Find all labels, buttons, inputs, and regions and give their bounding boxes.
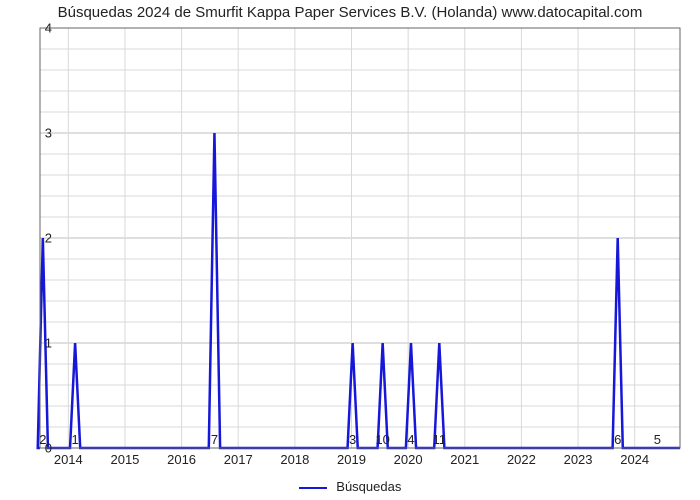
- x-tick-label: 2022: [507, 452, 536, 467]
- y-tick-label: 2: [32, 231, 52, 246]
- y-tick-label: 3: [32, 126, 52, 141]
- legend: Búsquedas: [0, 479, 700, 494]
- value-label: 5: [654, 432, 661, 447]
- plot-area: [40, 28, 680, 448]
- value-label: 1: [71, 432, 78, 447]
- value-label: 6: [614, 432, 621, 447]
- x-tick-label: 2017: [224, 452, 253, 467]
- legend-swatch: [299, 487, 327, 489]
- data-line: [38, 133, 680, 448]
- x-tick-label: 2024: [620, 452, 649, 467]
- x-tick-label: 2016: [167, 452, 196, 467]
- y-tick-label: 1: [32, 336, 52, 351]
- value-label: 11: [433, 432, 447, 447]
- value-label: 7: [211, 432, 218, 447]
- x-tick-label: 2014: [54, 452, 83, 467]
- chart-title: Búsquedas 2024 de Smurfit Kappa Paper Se…: [0, 4, 700, 21]
- x-tick-label: 2023: [564, 452, 593, 467]
- y-tick-label: 4: [32, 21, 52, 36]
- value-label: 4: [407, 432, 414, 447]
- value-label: 10: [375, 432, 389, 447]
- gridlines: [40, 28, 680, 448]
- x-tick-label: 2021: [450, 452, 479, 467]
- x-tick-label: 2018: [280, 452, 309, 467]
- chart-svg: [40, 28, 680, 448]
- x-tick-label: 2015: [110, 452, 139, 467]
- value-label: 3: [349, 432, 356, 447]
- legend-label: Búsquedas: [336, 479, 401, 494]
- x-tick-label: 2020: [394, 452, 423, 467]
- x-tick-label: 2019: [337, 452, 366, 467]
- value-label: 2: [39, 432, 46, 447]
